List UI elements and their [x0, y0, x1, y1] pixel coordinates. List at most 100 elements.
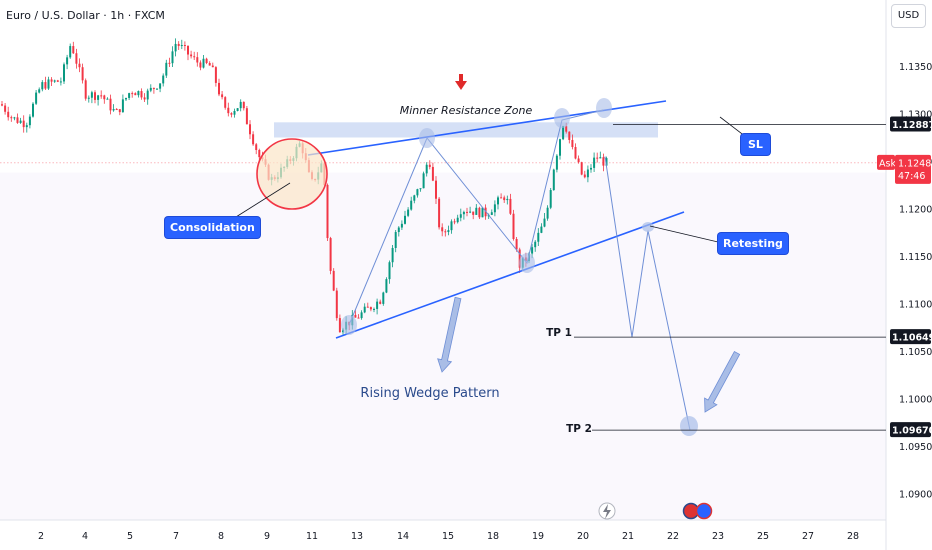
x-tick-label: 13 [351, 531, 363, 542]
candle-body [28, 116, 31, 126]
candle-body [472, 211, 475, 215]
pivot-highlight [596, 98, 612, 118]
candle-body [596, 157, 599, 159]
x-tick-label: 2 [38, 531, 44, 542]
candle-body [493, 204, 496, 213]
candle-body [59, 81, 62, 83]
candle-body [518, 249, 521, 268]
candle-body [118, 109, 121, 113]
candle-body [407, 209, 410, 216]
candle-body [447, 230, 450, 233]
pivot-highlight [554, 108, 570, 128]
candle-body [512, 213, 515, 239]
y-tick-label: 1.13500 [899, 62, 932, 73]
candle-body [438, 198, 441, 228]
x-tick-label: 15 [442, 531, 454, 542]
candle-body [503, 197, 506, 201]
candle-body [431, 166, 434, 181]
candle-body [152, 87, 155, 89]
candle-body [171, 51, 174, 64]
candle-body [22, 120, 25, 128]
candle-body [115, 109, 118, 111]
candle-body [453, 221, 456, 223]
y-tick-label: 1.11500 [899, 252, 932, 263]
x-tick-label: 25 [757, 531, 769, 542]
candle-body [379, 301, 382, 304]
candle-body [100, 95, 103, 97]
x-tick-label: 8 [218, 531, 224, 542]
candle-body [602, 157, 605, 166]
sl-callout: SL [741, 134, 770, 155]
candle-body [373, 308, 375, 310]
candle-body [459, 214, 462, 218]
tp1-price-badge-bg [890, 329, 931, 345]
down-arrow-head [455, 81, 467, 90]
candle-body [531, 247, 534, 254]
consolidation-callout: Consolidation [165, 217, 260, 238]
candle-body [245, 108, 248, 125]
candle-body [546, 207, 549, 219]
y-tick-label: 1.09500 [899, 442, 932, 453]
candle-body [187, 45, 189, 55]
candle-body [165, 62, 168, 76]
candle-body [87, 97, 90, 99]
candle-body [450, 221, 453, 231]
candle-body [143, 97, 146, 100]
candle-body [32, 103, 34, 117]
candle-body [577, 158, 580, 163]
candle-body [456, 217, 459, 223]
pivot-highlight [341, 315, 357, 335]
candle-body [218, 82, 220, 95]
candle-body [605, 158, 608, 166]
candle-body [103, 95, 106, 100]
candle-body [10, 117, 13, 119]
candle-body [208, 63, 211, 66]
candle-body [586, 169, 589, 178]
x-tick-label: 20 [577, 531, 589, 542]
candle-body [416, 189, 419, 196]
candle-body [509, 198, 512, 214]
candle-body [354, 314, 357, 318]
candle-body [233, 110, 236, 115]
candle-body [224, 97, 227, 108]
candle-body [475, 207, 478, 215]
candle-body [391, 247, 394, 263]
candle-body [441, 227, 444, 232]
x-tick-label: 23 [712, 531, 724, 542]
candle-body [140, 91, 143, 98]
candle-body [555, 155, 558, 170]
candle-body [38, 89, 41, 93]
candle-body [81, 67, 84, 81]
candle-body [106, 98, 109, 100]
pattern-label: Rising Wedge Pattern [360, 386, 499, 401]
candle-body [404, 215, 406, 224]
x-tick-label: 4 [82, 531, 88, 542]
y-tick-label: 1.09000 [899, 489, 932, 500]
candle-body [462, 211, 465, 215]
candle-body [230, 113, 233, 115]
consolidation-fill [257, 139, 327, 209]
tp2-price-badge: 1.09670 [892, 426, 932, 437]
sl-price-badge-bg [890, 116, 931, 132]
symbol-header: Euro / U.S. Dollar · 1h · FXCM [6, 9, 165, 22]
candle-body [1, 104, 3, 106]
candle-body [47, 79, 50, 89]
currency-button[interactable]: USD [891, 4, 926, 28]
candle-body [335, 290, 338, 319]
candle-body [534, 241, 537, 248]
tp2-label: TP 2 [566, 423, 592, 435]
candle-body [19, 120, 22, 123]
retesting-callout: Retesting [718, 233, 788, 254]
candle-body [16, 117, 19, 123]
candle-body [397, 227, 400, 233]
candle-body [202, 58, 205, 68]
candle-body [497, 197, 499, 205]
candle-body [568, 131, 571, 140]
candle-body [177, 43, 180, 46]
candle-body [137, 91, 140, 96]
consolidation-circle [256, 138, 328, 210]
candle-body [94, 92, 96, 100]
ask-price: 1.12483 [898, 158, 932, 169]
candle-body [549, 190, 552, 208]
